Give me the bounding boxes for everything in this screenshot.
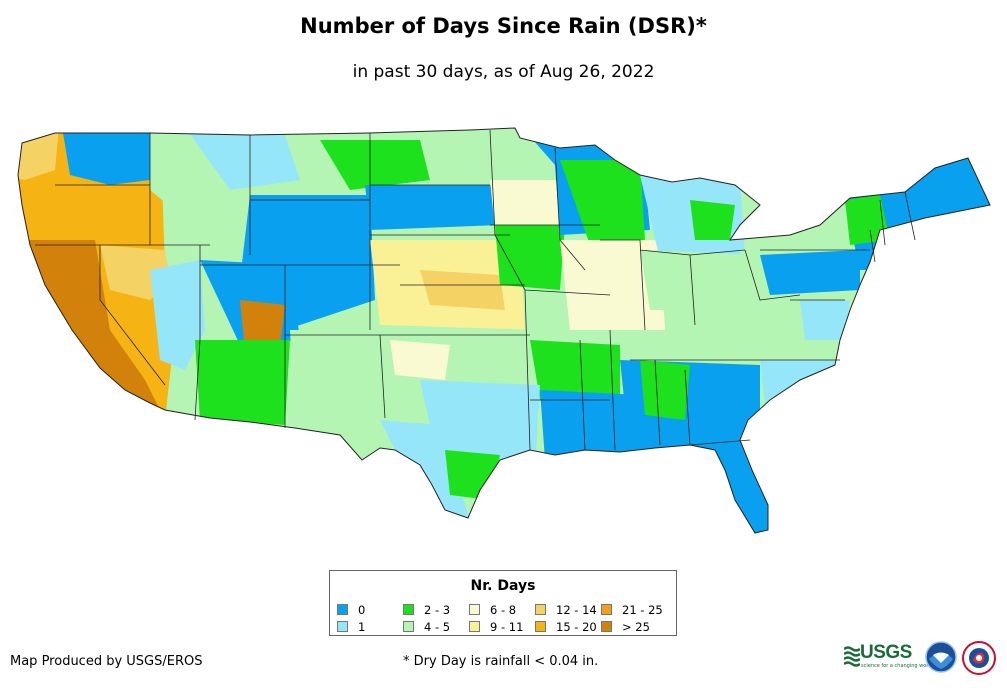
legend-swatch — [601, 621, 612, 632]
usgs-logo-text: USGS — [860, 642, 912, 663]
legend-swatch — [601, 604, 612, 615]
legend-label: 2 - 3 — [424, 602, 451, 617]
legend-label: 1 — [358, 619, 366, 634]
map-title: Number of Days Since Rain (DSR)* — [300, 14, 707, 38]
legend-label: 15 - 20 — [556, 619, 597, 634]
legend-swatch — [403, 621, 414, 632]
legend-item: 4 - 5 — [403, 618, 469, 635]
legend-swatch — [469, 621, 480, 632]
legend-label: 21 - 25 — [622, 602, 663, 617]
legend-grid: 0 2 - 3 6 - 8 12 - 14 21 - 25 1 4 - 5 9 - 11 15 … — [337, 601, 667, 635]
legend-item: 0 — [337, 601, 403, 618]
legend-label: 4 - 5 — [424, 619, 451, 634]
legend-swatch — [535, 604, 546, 615]
legend-swatch — [469, 604, 480, 615]
legend-swatch — [337, 604, 348, 615]
legend-title: Nr. Days — [470, 578, 536, 594]
legend-swatch — [535, 621, 546, 632]
legend-item: 9 - 11 — [469, 618, 535, 635]
legend-label: 12 - 14 — [556, 602, 597, 617]
map-credit: Map Produced by USGS/EROS — [10, 654, 203, 669]
legend-item: 12 - 14 — [535, 601, 601, 618]
map-subtitle: in past 30 days, as of Aug 26, 2022 — [352, 62, 655, 82]
legend-label: > 25 — [622, 619, 650, 634]
legend-label: 6 - 8 — [490, 602, 517, 617]
legend-item: 2 - 3 — [403, 601, 469, 618]
usgs-logo-icon: USGS science for a changing world — [844, 642, 933, 670]
noaa-logo-icon — [925, 641, 957, 673]
nws-logo-icon — [962, 641, 996, 675]
legend-item: 15 - 20 — [535, 618, 601, 635]
legend-item: > 25 — [601, 618, 667, 635]
dsr-map — [17, 127, 991, 534]
legend-label: 0 — [358, 602, 366, 617]
usgs-wave-icon — [844, 646, 860, 667]
legend-swatch — [403, 604, 414, 615]
legend: Nr. Days 0 2 - 3 6 - 8 12 - 14 21 - 25 1 4 - 5… — [329, 570, 677, 636]
legend-item: 1 — [337, 618, 403, 635]
usgs-tagline: science for a changing world — [861, 663, 933, 669]
legend-item: 21 - 25 — [601, 601, 667, 618]
legend-swatch — [337, 621, 348, 632]
footnote: * Dry Day is rainfall < 0.04 in. — [403, 654, 599, 669]
legend-label: 9 - 11 — [490, 619, 524, 634]
legend-item: 6 - 8 — [469, 601, 535, 618]
